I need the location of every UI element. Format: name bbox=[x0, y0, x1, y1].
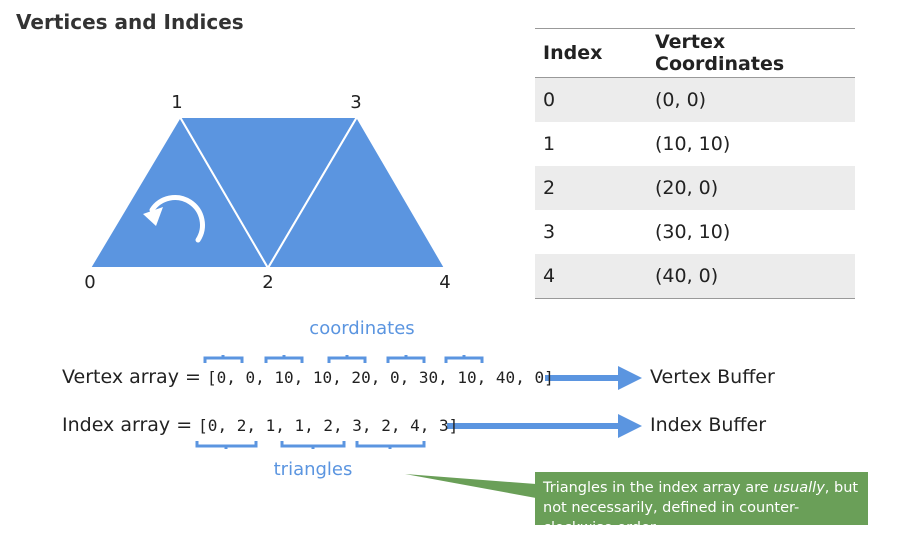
table-row: 0 (0, 0) bbox=[535, 77, 855, 122]
winding-order-note: Triangles in the index array are usually… bbox=[535, 472, 868, 536]
coordinates-label: coordinates bbox=[309, 318, 415, 339]
vertex-table: Index Vertex Coordinates 0 (0, 0) 1 (10, 1… bbox=[535, 28, 855, 299]
cell-coordinates: (30, 10) bbox=[655, 221, 731, 243]
cell-index: 0 bbox=[535, 77, 647, 122]
cell-index: 3 bbox=[543, 221, 556, 243]
vertex-array-line: Vertex array = [0, 0, 10, 10, 20, 0, 30,… bbox=[62, 366, 554, 388]
table-row: 4 (40, 0) bbox=[535, 254, 855, 299]
index-array-label: Index array = bbox=[62, 414, 199, 436]
vertex-label-2: 2 bbox=[262, 272, 274, 293]
vertex-label-3: 3 bbox=[350, 92, 362, 113]
cell-coordinates: (40, 0) bbox=[647, 254, 855, 299]
cell-coordinates: (0, 0) bbox=[647, 77, 855, 122]
cell-index: 2 bbox=[535, 166, 647, 210]
triangle-2-4-3 bbox=[266, 115, 447, 269]
cell-coordinates: (10, 10) bbox=[655, 133, 731, 155]
table-row: 2 (20, 0) bbox=[535, 166, 855, 210]
vertex-buffer-label: Vertex Buffer bbox=[650, 366, 775, 388]
vertex-label-1: 1 bbox=[171, 92, 183, 113]
index-buffer-label: Index Buffer bbox=[650, 414, 767, 436]
note-text-end: , but not necessarily, defined in counte… bbox=[543, 480, 859, 536]
vertex-array-label: Vertex array = bbox=[62, 366, 207, 388]
vertex-label-0: 0 bbox=[84, 272, 96, 293]
cell-index: 4 bbox=[535, 254, 647, 299]
note-text: Triangles in the index array are bbox=[543, 480, 774, 496]
table-row: 3 (30, 10) bbox=[535, 210, 855, 254]
index-array-value: [0, 2, 1, 1, 2, 3, 2, 4, 3] bbox=[198, 416, 459, 435]
vertex-array-value: [0, 0, 10, 10, 20, 0, 30, 10, 40, 0] bbox=[206, 368, 554, 387]
triangle-brackets bbox=[195, 441, 426, 449]
counter-clockwise-arrow-icon bbox=[143, 195, 205, 243]
index-buffer-arrow bbox=[447, 414, 642, 438]
page-title: Vertices and Indices bbox=[16, 10, 244, 34]
cell-coordinates: (20, 0) bbox=[647, 166, 855, 210]
column-header-coordinates: Vertex Coordinates bbox=[647, 28, 855, 78]
index-array-line: Index array = [0, 2, 1, 1, 2, 3, 2, 4, 3… bbox=[62, 414, 458, 436]
note-emphasis: usually bbox=[773, 480, 825, 496]
table-row: 1 (10, 10) bbox=[535, 122, 855, 166]
coordinate-brackets bbox=[203, 355, 484, 363]
callout-tail bbox=[405, 474, 536, 498]
column-header-index: Index bbox=[535, 28, 647, 78]
triangles-label: triangles bbox=[273, 459, 353, 480]
cell-index: 1 bbox=[543, 133, 556, 155]
vertex-label-4: 4 bbox=[439, 272, 451, 293]
vertex-buffer-arrow bbox=[545, 366, 642, 390]
